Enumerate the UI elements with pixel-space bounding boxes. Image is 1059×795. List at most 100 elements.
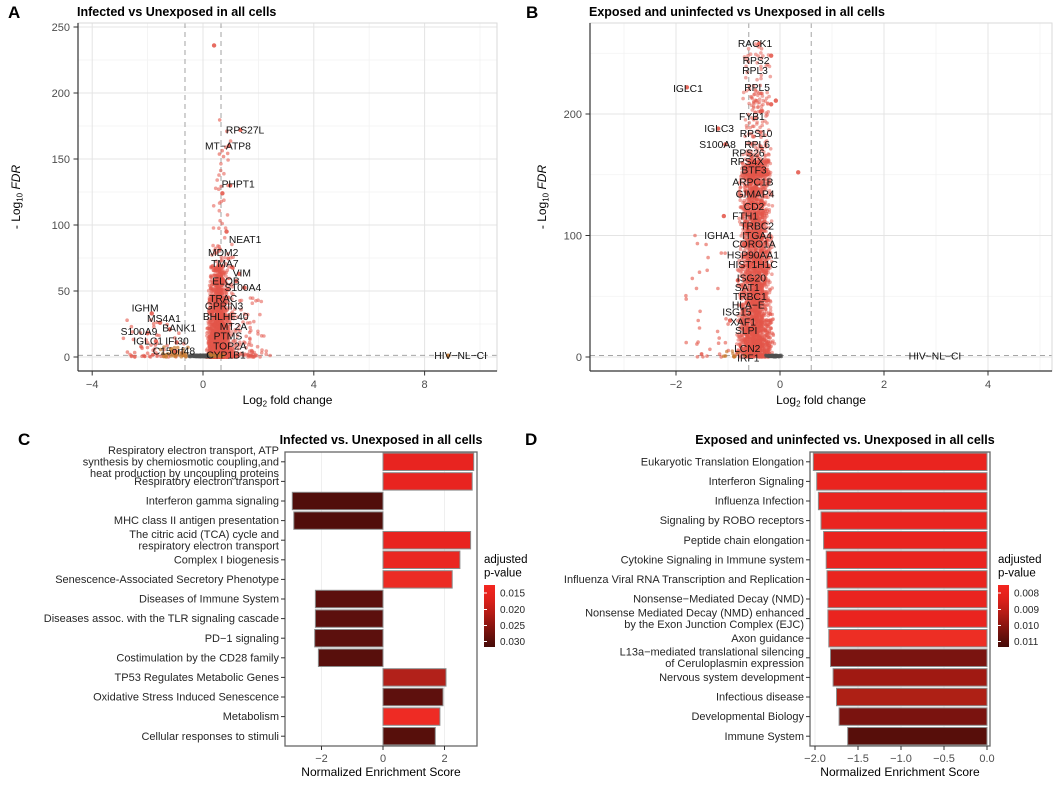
bar-d-5 <box>825 550 988 569</box>
bar-c-2 <box>291 491 384 511</box>
bar-c-6 <box>382 570 453 589</box>
bar-d-4 <box>823 531 988 550</box>
y-tick-label: 0 <box>64 352 70 364</box>
gene-label: SLPI <box>735 326 757 337</box>
gene-label: CD2 <box>744 202 765 213</box>
x-axis-title: Log2 fold change <box>243 393 333 409</box>
gene-label: ELOB <box>212 277 240 288</box>
axis-ticks: −2.0 −1.5 −1.0 −0.5 0.0 <box>804 746 995 765</box>
y-tick-label: 200 <box>52 88 70 100</box>
gene-label: TRBC1 <box>733 292 767 303</box>
gene-label: ISG15 <box>722 308 751 319</box>
bar-d-7 <box>827 589 988 609</box>
gene-label: S100A8 <box>699 140 736 151</box>
legend-tick-label: 0.030 <box>500 637 525 648</box>
bar-c-14 <box>382 727 436 746</box>
gene-label: IGHM <box>132 304 159 315</box>
highlighted-points <box>684 41 801 359</box>
bar-d-14 <box>847 727 988 746</box>
gene-label: PHPT1 <box>222 180 255 191</box>
gene-label: RPS10 <box>740 129 773 140</box>
gene-label: BHLHE40 <box>203 312 249 323</box>
category-label: Nervous system development <box>659 672 804 684</box>
category-labels: Respiratory electron transport, ATP synth… <box>44 445 285 743</box>
gene-label: TRBC2 <box>740 221 774 232</box>
gene-label: LCN2 <box>734 344 761 355</box>
gene-label: MT−ATP8 <box>205 141 251 152</box>
x-tick-label: 2 <box>441 753 447 765</box>
gene-label: TOP2A <box>213 341 247 352</box>
panel-d-title: Exposed and uninfected vs. Unexposed in … <box>695 433 994 447</box>
gene-label: PTMS <box>214 331 243 342</box>
y-tick-label: 0 <box>576 352 582 364</box>
y-axis-title: - Log10 FDR <box>9 165 25 230</box>
axis-ticks: −2 0 2 4 0 100 200 <box>564 109 991 391</box>
legend-tick-label: 0.008 <box>1014 589 1039 600</box>
category-label: Costimulation by the CD28 family <box>116 652 279 664</box>
panel-a-letter: A <box>8 3 20 22</box>
category-label: Eukaryotic Translation Elongation <box>641 456 804 468</box>
gene-label: VIM <box>233 269 251 280</box>
gene-label: FYB1 <box>739 112 765 123</box>
gene-label: IRF1 <box>737 354 760 365</box>
category-label: Interferon Signaling <box>709 476 804 488</box>
gene-label: ITGA4 <box>742 231 772 242</box>
x-tick-label: 2 <box>881 379 887 391</box>
y-tick-label: 100 <box>564 230 582 242</box>
bars <box>812 452 988 746</box>
category-label: Respiratory electron transport, ATP synth… <box>83 445 280 480</box>
gene-label: HSP90AA1 <box>727 250 779 261</box>
category-label: Complex I biogenesis <box>174 554 280 566</box>
gene-labels: RPS27LMT−ATP8PHPT1NEAT1MDM2TMA7VIMELOBS1… <box>121 125 487 362</box>
bar-d-6 <box>826 570 988 589</box>
bar-d-8 <box>827 609 988 628</box>
bar-d-9 <box>828 629 988 648</box>
gene-label: MS4A1 <box>147 314 181 325</box>
category-label: PD−1 signaling <box>205 633 279 645</box>
bar-d-1 <box>816 472 988 491</box>
axis-ticks: −2 0 2 <box>315 746 448 765</box>
category-label: Nonsense−Mediated Decay (NMD) <box>633 594 804 606</box>
y-tick-label: 200 <box>564 109 582 121</box>
category-label: Signaling by ROBO receptors <box>660 515 805 527</box>
x-tick-label: 8 <box>422 379 428 391</box>
bar-c-5 <box>382 550 461 569</box>
legend-gradient-bar <box>998 585 1009 647</box>
bar-c-4 <box>382 531 472 550</box>
bar-d-12 <box>836 687 988 707</box>
x-axis-title: Log2 fold change <box>776 393 866 409</box>
x-tick-label: 4 <box>985 379 991 391</box>
category-label: L13a−mediated translational silencing of … <box>620 647 804 670</box>
gene-label: RPL6 <box>744 140 770 151</box>
legend-tick-label: 0.010 <box>1014 621 1039 632</box>
x-tick-label: −4 <box>86 379 99 391</box>
x-tick-label: −2 <box>670 379 683 391</box>
bar-c-8 <box>314 609 384 628</box>
gene-label: TRAC <box>209 294 238 305</box>
gene-label: IGHA1 <box>704 231 735 242</box>
y-tick-label: 50 <box>58 286 70 298</box>
category-label: Developmental Biology <box>691 711 804 723</box>
x-tick-label: −1.5 <box>847 753 869 765</box>
category-label: The citric acid (TCA) cycle and respirato… <box>129 529 279 552</box>
bar-d-2 <box>817 491 988 511</box>
bar-c-13 <box>382 707 441 726</box>
panel-a-scatter-points <box>121 118 272 359</box>
highlighted-points <box>145 43 451 358</box>
category-label: Diseases assoc. with the TLR signaling c… <box>44 613 279 625</box>
panel-c-title: Infected vs. Unexposed in all cells <box>280 433 483 447</box>
legend-gradient-bar <box>484 585 495 647</box>
panel-b-gridlines <box>590 23 1052 371</box>
legend-tick-label: 0.009 <box>1014 605 1039 616</box>
category-label: Respiratory electron transport <box>134 476 279 488</box>
category-label: Cellular responses to stimuli <box>141 731 279 743</box>
x-tick-label: 0.0 <box>979 753 994 765</box>
panel-a-gridlines <box>78 23 497 371</box>
bar-c-10 <box>317 648 384 667</box>
x-tick-label: 0 <box>380 753 386 765</box>
gene-label: MDM2 <box>208 248 239 259</box>
y-tick-label: 150 <box>52 154 70 166</box>
gene-label: BANK1 <box>162 323 196 334</box>
